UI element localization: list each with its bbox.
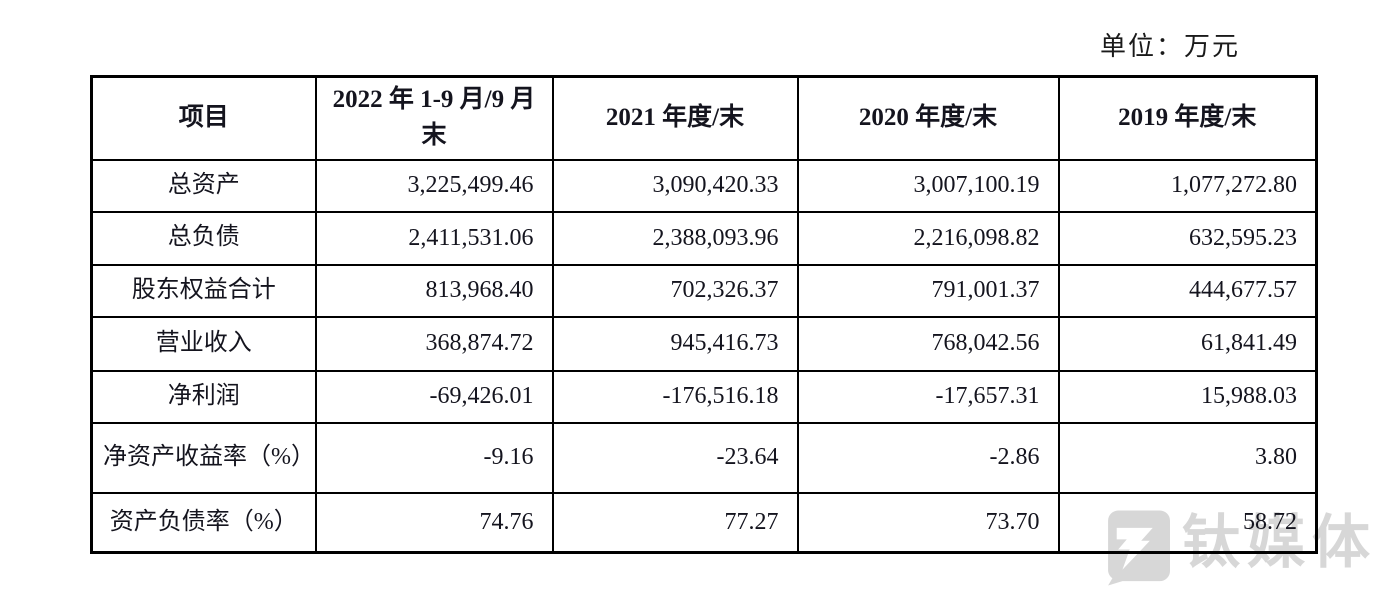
row-label: 营业收入 [90, 315, 317, 372]
cell-value: -176,516.18 [551, 369, 799, 424]
cell-value: 61,841.49 [1057, 315, 1318, 372]
cell-value: 945,416.73 [551, 315, 799, 372]
table-row-shareholders-equity: 股东权益合计 813,968.40 702,326.37 791,001.37 … [90, 263, 1318, 318]
cell-value: 3.80 [1057, 421, 1318, 494]
cell-value: 3,007,100.19 [796, 158, 1060, 213]
table-row-debt-ratio: 资产负债率（%） 74.76 77.27 73.70 58.72 [90, 491, 1318, 554]
col-header-2022: 2022 年 1-9 月/9 月末 [314, 75, 554, 161]
col-header-2019: 2019 年度/末 [1057, 75, 1318, 161]
cell-value: 702,326.37 [551, 263, 799, 318]
cell-value: 444,677.57 [1057, 263, 1318, 318]
financial-summary-table: 项目 2022 年 1-9 月/9 月末 2021 年度/末 2020 年度/末… [90, 75, 1318, 554]
table-header: 项目 2022 年 1-9 月/9 月末 2021 年度/末 2020 年度/末… [90, 75, 1318, 161]
table-row-operating-revenue: 营业收入 368,874.72 945,416.73 768,042.56 61… [90, 315, 1318, 372]
cell-value: 2,216,098.82 [796, 210, 1060, 266]
cell-value: 768,042.56 [796, 315, 1060, 372]
cell-value: -23.64 [551, 421, 799, 494]
cell-value: -69,426.01 [314, 369, 554, 424]
cell-value: -9.16 [314, 421, 554, 494]
table-body: 总资产 3,225,499.46 3,090,420.33 3,007,100.… [90, 158, 1318, 554]
row-label: 总资产 [90, 158, 317, 213]
col-header-item: 项目 [90, 75, 317, 161]
cell-value: 2,411,531.06 [314, 210, 554, 266]
cell-value: 1,077,272.80 [1057, 158, 1318, 213]
header-row: 项目 2022 年 1-9 月/9 月末 2021 年度/末 2020 年度/末… [90, 75, 1318, 161]
cell-value: 3,090,420.33 [551, 158, 799, 213]
row-label: 资产负债率（%） [90, 491, 317, 554]
col-header-2020: 2020 年度/末 [796, 75, 1060, 161]
row-label: 净利润 [90, 369, 317, 424]
unit-label: 单位：万元 [1100, 32, 1241, 61]
row-label: 总负债 [90, 210, 317, 266]
cell-value: 632,595.23 [1057, 210, 1318, 266]
cell-value: 2,388,093.96 [551, 210, 799, 266]
cell-value: 791,001.37 [796, 263, 1060, 318]
cell-value: 77.27 [551, 491, 799, 554]
cell-value: 368,874.72 [314, 315, 554, 372]
cell-value: -2.86 [796, 421, 1060, 494]
row-label: 股东权益合计 [90, 263, 317, 318]
table-row-return-on-equity: 净资产收益率（%） -9.16 -23.64 -2.86 3.80 [90, 421, 1318, 494]
table-row-total-liabilities: 总负债 2,411,531.06 2,388,093.96 2,216,098.… [90, 210, 1318, 266]
cell-value: 74.76 [314, 491, 554, 554]
table-row-total-assets: 总资产 3,225,499.46 3,090,420.33 3,007,100.… [90, 158, 1318, 213]
cell-value: 58.72 [1057, 491, 1318, 554]
cell-value: 813,968.40 [314, 263, 554, 318]
table-row-net-profit: 净利润 -69,426.01 -176,516.18 -17,657.31 15… [90, 369, 1318, 424]
cell-value: 73.70 [796, 491, 1060, 554]
col-header-2021: 2021 年度/末 [551, 75, 799, 161]
cell-value: 15,988.03 [1057, 369, 1318, 424]
row-label: 净资产收益率（%） [90, 421, 317, 494]
cell-value: 3,225,499.46 [314, 158, 554, 213]
cell-value: -17,657.31 [796, 369, 1060, 424]
